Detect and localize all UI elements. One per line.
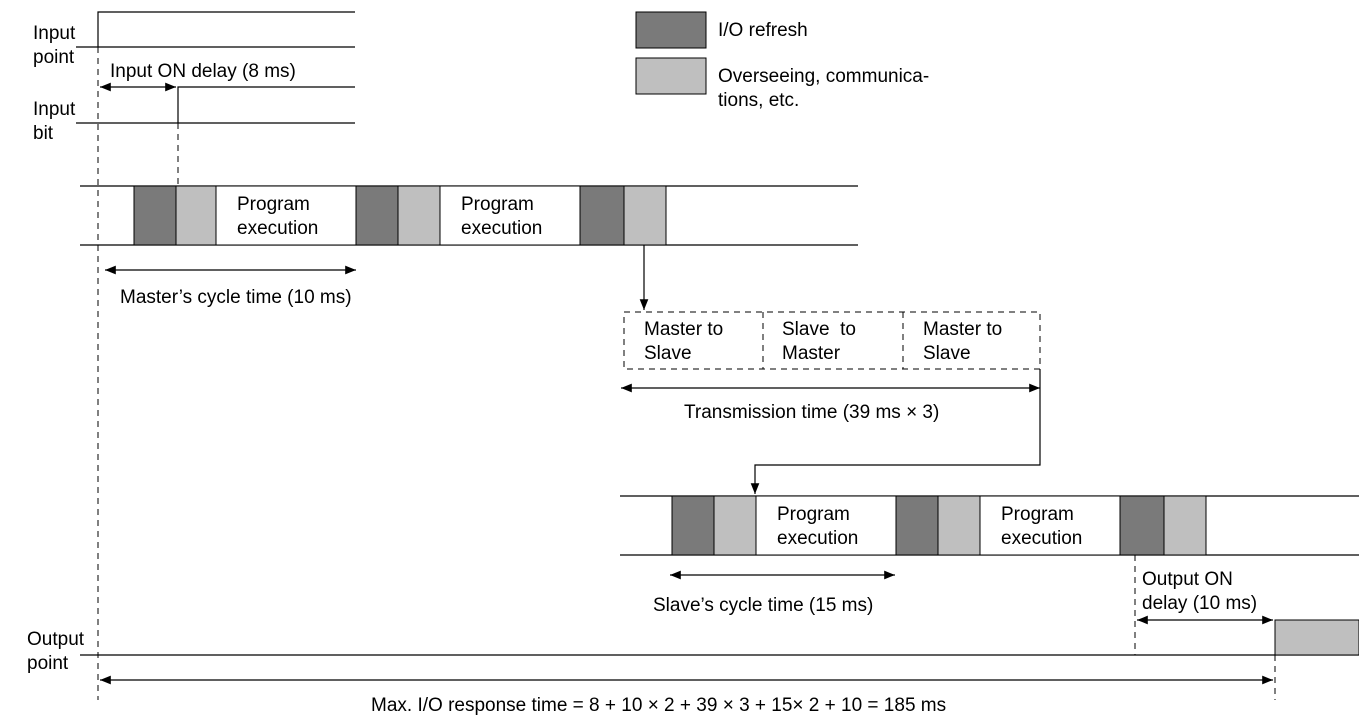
- input-point-signal-high: [76, 11, 355, 48]
- legend-overseeing-label-1: Overseeing, communica-: [718, 66, 929, 87]
- transmission-box2-label-2: Master: [782, 343, 841, 364]
- legend-overseeing-label-2: tions, etc.: [718, 90, 799, 111]
- master-program-1-label-1: Program: [237, 194, 310, 215]
- output-on-delay-label-1: Output ON: [1142, 569, 1233, 590]
- slave-overseeing-block-2: [937, 495, 981, 556]
- master-program-block-2: [439, 185, 581, 246]
- master-program-2-label-2: execution: [461, 218, 542, 239]
- input-point-label-2: point: [33, 47, 75, 68]
- slave-program-2-label-1: Program: [1001, 504, 1074, 525]
- output-on-delay-label-2: delay (10 ms): [1142, 593, 1257, 614]
- transmission-box1-label-2: Slave: [644, 343, 692, 364]
- master-program-block-1: [215, 185, 357, 246]
- master-overseeing-block-1: [175, 185, 217, 246]
- transmission-box3-label-1: Master to: [923, 319, 1002, 340]
- transmission-box3-label-2: Slave: [923, 343, 971, 364]
- slave-program-block-2: [979, 495, 1121, 556]
- input-bit-label-1: Input: [33, 99, 76, 120]
- legend-overseeing-swatch: [635, 57, 707, 95]
- output-on-block: [1274, 619, 1359, 656]
- input-bit-signal-high: [76, 86, 355, 124]
- transmission-box1-label-1: Master to: [644, 319, 723, 340]
- output-point-label-1: Output: [27, 629, 85, 650]
- slave-program-1-label-1: Program: [777, 504, 850, 525]
- master-io-refresh-block-2: [355, 185, 399, 246]
- slave-overseeing-block-1: [713, 495, 757, 556]
- input-on-delay-label: Input ON delay (8 ms): [110, 61, 296, 82]
- input-point-label-1: Input: [33, 23, 76, 44]
- slave-io-refresh-block-3: [1119, 495, 1165, 556]
- legend-io-refresh-label: I/O refresh: [718, 20, 808, 41]
- slave-program-2-label-2: execution: [1001, 528, 1082, 549]
- total-response-label: Max. I/O response time = 8 + 10 × 2 + 39…: [371, 695, 946, 716]
- slave-program-1-label-2: execution: [777, 528, 858, 549]
- slave-cycle-time-label: Slave’s cycle time (15 ms): [653, 595, 873, 616]
- master-io-refresh-block-3: [579, 185, 625, 246]
- legend-io-refresh-swatch: [635, 11, 707, 49]
- slave-io-refresh-block-2: [895, 495, 939, 556]
- slave-overseeing-block-3: [1163, 495, 1207, 556]
- master-overseeing-block-3: [623, 185, 667, 246]
- transmission-frame: [623, 311, 1041, 370]
- transmission-time-label: Transmission time (39 ms × 3): [684, 402, 939, 423]
- output-point-label-2: point: [27, 653, 69, 674]
- transmission-to-slave-arrow: [750, 369, 1041, 494]
- master-cycle-time-label: Master’s cycle time (10 ms): [120, 287, 352, 308]
- master-program-1-label-2: execution: [237, 218, 318, 239]
- master-program-2-label-1: Program: [461, 194, 534, 215]
- slave-program-block-1: [755, 495, 897, 556]
- slave-io-refresh-block-1: [671, 495, 715, 556]
- input-bit-label-2: bit: [33, 123, 54, 144]
- master-overseeing-block-2: [397, 185, 441, 246]
- transmission-box2-label-1: Slave to: [782, 319, 856, 340]
- master-io-refresh-block-1: [133, 185, 177, 246]
